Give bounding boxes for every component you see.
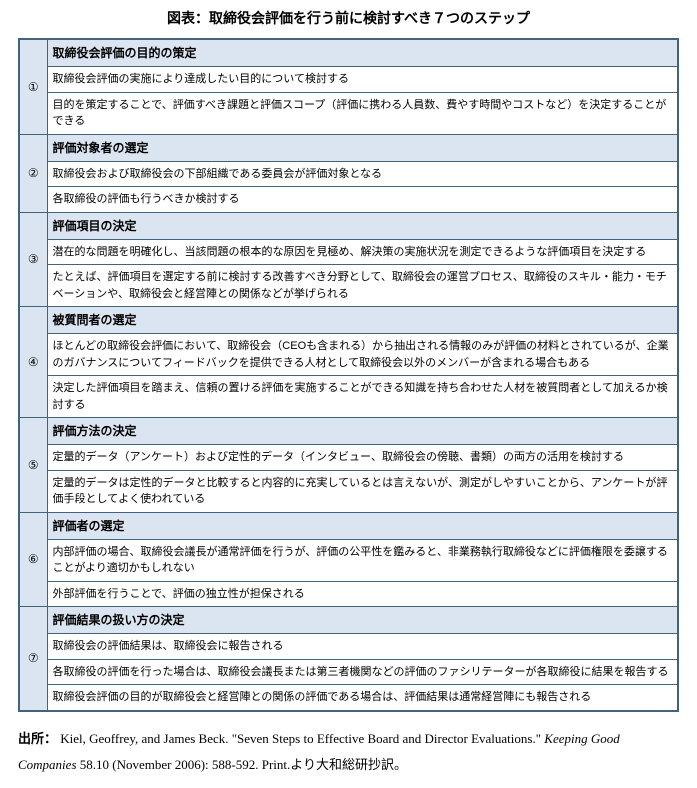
step-number: ⑥ <box>19 512 47 607</box>
step-detail: 外部評価を行うことで、評価の独立性が担保される <box>47 581 678 607</box>
step-detail-row: 取締役会の評価結果は、取締役会に報告される <box>19 634 678 660</box>
step-detail: 定量的データは定性的データと比較すると内容的に充実しているとは言えないが、測定が… <box>47 470 678 512</box>
step-detail: 内部評価の場合、取締役会議長が通常評価を行うが、評価の公平性を鑑みると、非業務執… <box>47 539 678 581</box>
step-detail-row: 取締役会および取締役会の下部組織である委員会が評価対象となる <box>19 161 678 187</box>
step-header-row: ④被質問者の選定 <box>19 307 678 334</box>
source-label: 出所： <box>18 731 57 746</box>
source-text1: Kiel, Geoffrey, and James Beck. "Seven S… <box>60 731 544 746</box>
step-detail-row: 取締役会評価の実施により達成したい目的について検討する <box>19 67 678 93</box>
step-header: 評価結果の扱い方の決定 <box>47 607 678 634</box>
step-number: ⑦ <box>19 607 47 711</box>
step-header: 取締役会評価の目的の策定 <box>47 39 678 67</box>
step-detail-row: ほとんどの取締役会評価において、取締役会（CEOも含まれる）から抽出される情報の… <box>19 334 678 376</box>
step-detail: 決定した評価項目を踏まえ、信頼の置ける評価を実施することができる知識を持ち合わせ… <box>47 376 678 418</box>
step-detail-row: 潜在的な問題を明確化し、当該問題の根本的な原因を見極め、解決策の実施状況を測定で… <box>19 239 678 265</box>
step-detail: たとえば、評価項目を選定する前に検討する改善すべき分野として、取締役会の運営プロ… <box>47 265 678 307</box>
step-number: ④ <box>19 307 47 418</box>
step-header: 評価項目の決定 <box>47 212 678 239</box>
step-detail-row: 外部評価を行うことで、評価の独立性が担保される <box>19 581 678 607</box>
figure-title: 図表：取締役会評価を行う前に検討すべき７つのステップ <box>18 8 679 28</box>
step-detail-row: 決定した評価項目を踏まえ、信頼の置ける評価を実施することができる知識を持ち合わせ… <box>19 376 678 418</box>
step-header: 評価方法の決定 <box>47 418 678 445</box>
step-detail-row: たとえば、評価項目を選定する前に検討する改善すべき分野として、取締役会の運営プロ… <box>19 265 678 307</box>
step-detail: 取締役会評価の目的が取締役会と経営陣との関係の評価である場合は、評価結果は通常経… <box>47 685 678 711</box>
step-detail: 各取締役の評価を行った場合は、取締役会議長または第三者機関などの評価のファシリテ… <box>47 659 678 685</box>
step-detail: 取締役会の評価結果は、取締役会に報告される <box>47 634 678 660</box>
step-number: ③ <box>19 212 47 307</box>
step-detail-row: 各取締役の評価も行うべきか検討する <box>19 187 678 213</box>
step-detail: 各取締役の評価も行うべきか検討する <box>47 187 678 213</box>
step-detail-row: 取締役会評価の目的が取締役会と経営陣との関係の評価である場合は、評価結果は通常経… <box>19 685 678 711</box>
steps-table: ①取締役会評価の目的の策定取締役会評価の実施により達成したい目的について検討する… <box>18 38 679 712</box>
step-header-row: ⑦評価結果の扱い方の決定 <box>19 607 678 634</box>
step-number: ⑤ <box>19 418 47 513</box>
step-detail: 取締役会および取締役会の下部組織である委員会が評価対象となる <box>47 161 678 187</box>
step-header-row: ⑥評価者の選定 <box>19 512 678 539</box>
step-detail: 目的を策定することで、評価すべき課題と評価スコープ（評価に携わる人員数、費やす時… <box>47 92 678 134</box>
step-detail: 取締役会評価の実施により達成したい目的について検討する <box>47 67 678 93</box>
source-text2: 58.10 (November 2006): 588-592. Print.より… <box>77 757 408 772</box>
step-detail-row: 目的を策定することで、評価すべき課題と評価スコープ（評価に携わる人員数、費やす時… <box>19 92 678 134</box>
step-detail: ほとんどの取締役会評価において、取締役会（CEOも含まれる）から抽出される情報の… <box>47 334 678 376</box>
step-header-row: ①取締役会評価の目的の策定 <box>19 39 678 67</box>
step-detail-row: 定量的データ（アンケート）および定性的データ（インタビュー、取締役会の傍聴、書類… <box>19 445 678 471</box>
step-number: ① <box>19 39 47 134</box>
step-header-row: ⑤評価方法の決定 <box>19 418 678 445</box>
step-detail-row: 定量的データは定性的データと比較すると内容的に充実しているとは言えないが、測定が… <box>19 470 678 512</box>
step-number: ② <box>19 134 47 212</box>
step-header: 被質問者の選定 <box>47 307 678 334</box>
step-header-row: ②評価対象者の選定 <box>19 134 678 161</box>
step-detail-row: 内部評価の場合、取締役会議長が通常評価を行うが、評価の公平性を鑑みると、非業務執… <box>19 539 678 581</box>
step-header: 評価対象者の選定 <box>47 134 678 161</box>
step-detail-row: 各取締役の評価を行った場合は、取締役会議長または第三者機関などの評価のファシリテ… <box>19 659 678 685</box>
step-detail: 潜在的な問題を明確化し、当該問題の根本的な原因を見極め、解決策の実施状況を測定で… <box>47 239 678 265</box>
step-header-row: ③評価項目の決定 <box>19 212 678 239</box>
step-detail: 定量的データ（アンケート）および定性的データ（インタビュー、取締役会の傍聴、書類… <box>47 445 678 471</box>
step-header: 評価者の選定 <box>47 512 678 539</box>
source-citation: 出所： Kiel, Geoffrey, and James Beck. "Sev… <box>18 726 679 778</box>
